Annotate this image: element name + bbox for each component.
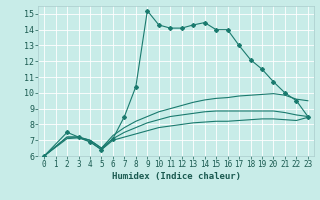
X-axis label: Humidex (Indice chaleur): Humidex (Indice chaleur) — [111, 172, 241, 181]
